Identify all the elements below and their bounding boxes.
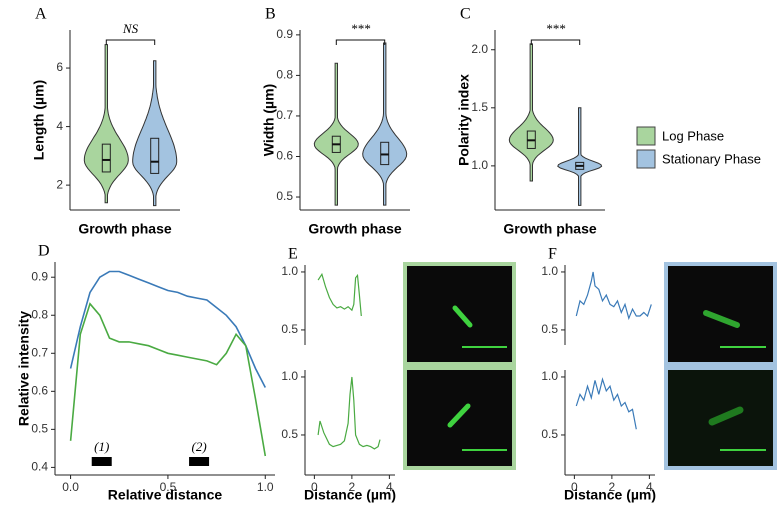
- violin: [508, 43, 554, 182]
- legend-swatch: [636, 149, 656, 169]
- y-tick-label: 4: [56, 119, 63, 133]
- panel-letter: F: [548, 246, 557, 263]
- x-axis-label: Growth phase: [78, 221, 172, 237]
- legend-label: Log Phase: [662, 128, 724, 143]
- y-tick-label: 0.6: [31, 383, 48, 397]
- cell: [703, 310, 740, 328]
- x-tick-label: 2: [609, 480, 616, 494]
- region-bar: [91, 457, 112, 466]
- bracket: [105, 39, 156, 45]
- y-tick-label: 0.9: [276, 27, 293, 41]
- y-tick-label: 0.5: [281, 427, 298, 441]
- y-tick-label: 1.0: [471, 158, 488, 172]
- y-tick-label: 0.8: [276, 68, 293, 82]
- region-label: (1): [94, 439, 109, 454]
- x-tick-label: 4: [386, 480, 393, 494]
- x-tick-label: 0: [571, 480, 578, 494]
- line: [317, 376, 381, 450]
- y-tick-label: 2.0: [471, 42, 488, 56]
- line: [69, 270, 267, 388]
- region-bar: [189, 457, 210, 466]
- panel-letter: C: [460, 6, 471, 23]
- box: [380, 141, 390, 166]
- violin: [83, 44, 129, 204]
- y-tick-label: 0.8: [31, 307, 48, 321]
- significance: NS: [122, 21, 139, 36]
- y-tick-label: 1.0: [281, 369, 298, 383]
- x-tick-label: 0: [311, 480, 318, 494]
- violin: [132, 60, 178, 207]
- line: [317, 272, 362, 317]
- y-tick-label: 6: [56, 60, 63, 74]
- bracket: [530, 39, 581, 45]
- violin: [557, 107, 603, 206]
- x-axis-label: Growth phase: [308, 221, 402, 237]
- y-tick-label: 0.5: [541, 322, 558, 336]
- image-log-1: [403, 262, 516, 366]
- legend-swatch: [636, 126, 656, 146]
- x-axis-label: Growth phase: [503, 221, 597, 237]
- y-tick-label: 0.4: [31, 460, 48, 474]
- x-tick-label: 1.0: [257, 480, 274, 494]
- panel-letter: B: [265, 6, 276, 23]
- cell: [708, 406, 744, 426]
- y-axis-label: Relative intensity: [16, 311, 32, 426]
- x-tick-label: 4: [646, 480, 653, 494]
- y-tick-label: 0.7: [31, 345, 48, 359]
- box: [101, 143, 111, 173]
- image-stat-1: [664, 262, 777, 366]
- y-tick-label: 1.0: [541, 369, 558, 383]
- x-tick-label: 2: [349, 480, 356, 494]
- y-tick-label: 0.5: [541, 427, 558, 441]
- y-tick-label: 0.6: [276, 149, 293, 163]
- bracket: [335, 39, 386, 45]
- line: [575, 377, 637, 430]
- y-tick-label: 0.9: [31, 269, 48, 283]
- region-label: (2): [191, 439, 206, 454]
- y-tick-label: 0.5: [281, 322, 298, 336]
- y-tick-label: 1.0: [541, 264, 558, 278]
- x-axis-label: Relative distance: [108, 487, 223, 503]
- x-tick-label: 0.0: [62, 480, 79, 494]
- legend-label: Stationary Phase: [662, 151, 761, 166]
- y-axis-label: Width (µm): [261, 84, 277, 156]
- significance: ***: [546, 21, 566, 36]
- panel-letter: D: [38, 243, 50, 260]
- cell: [447, 403, 471, 428]
- x-tick-label: 0.5: [160, 480, 177, 494]
- y-axis-label: Polarity index: [456, 74, 472, 166]
- y-axis-label: Length (µm): [31, 80, 47, 160]
- y-tick-label: 0.5: [276, 189, 293, 203]
- violin: [362, 42, 408, 206]
- micrographs: [403, 262, 777, 470]
- y-tick-label: 0.7: [276, 108, 293, 122]
- violin: [313, 62, 359, 206]
- y-tick-label: 1.0: [281, 264, 298, 278]
- y-tick-label: 2: [56, 177, 63, 191]
- line: [575, 271, 652, 321]
- line: [69, 302, 267, 457]
- y-tick-label: 0.5: [31, 422, 48, 436]
- x-axis-label: Distance (µm): [304, 487, 396, 503]
- cell: [452, 305, 473, 328]
- panel-letter: E: [288, 246, 298, 263]
- panel-letter: A: [35, 6, 47, 23]
- x-axis-label: Distance (µm): [564, 487, 656, 503]
- y-tick-label: 1.5: [471, 100, 488, 114]
- significance: ***: [351, 21, 371, 36]
- box: [150, 137, 160, 174]
